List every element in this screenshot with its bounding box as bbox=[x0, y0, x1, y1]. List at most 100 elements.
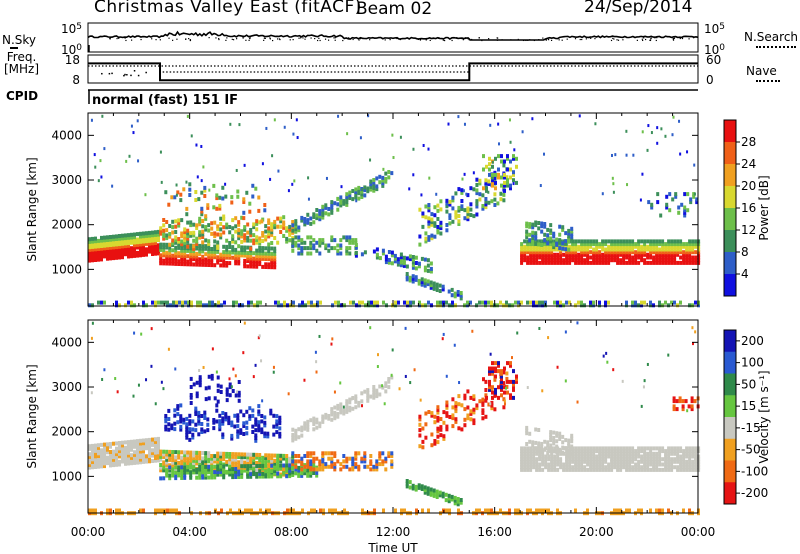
power-cell bbox=[402, 263, 406, 268]
velocity-cell bbox=[673, 449, 677, 454]
velocity-cell bbox=[234, 469, 238, 474]
power-cell bbox=[294, 229, 298, 234]
velocity-cell bbox=[491, 385, 494, 390]
power-cell bbox=[664, 300, 667, 305]
power-colorbar-swatch bbox=[724, 120, 736, 143]
velocity-cell bbox=[360, 391, 364, 396]
velocity-cell bbox=[538, 462, 542, 467]
velocity-cell bbox=[667, 508, 670, 513]
velocity-cell bbox=[176, 412, 180, 417]
velocity-cell bbox=[436, 415, 440, 420]
velocity-cell bbox=[207, 464, 211, 469]
power-cell bbox=[210, 252, 214, 257]
power-cell bbox=[100, 249, 103, 254]
velocity-cell bbox=[94, 451, 97, 456]
power-cell bbox=[145, 247, 148, 252]
power-cell bbox=[619, 239, 623, 244]
power-cell bbox=[664, 255, 668, 260]
velocity-cell bbox=[552, 449, 556, 454]
power-cell bbox=[393, 256, 397, 261]
noise-search-dot bbox=[168, 37, 170, 39]
power-cell bbox=[283, 303, 286, 308]
ytick-label: 4000 bbox=[51, 335, 82, 349]
power-cell bbox=[142, 303, 145, 308]
velocity-cell bbox=[694, 457, 698, 462]
power-cell bbox=[188, 182, 192, 187]
velocity-cell bbox=[261, 461, 265, 466]
power-cell bbox=[300, 215, 304, 220]
velocity-cell bbox=[463, 393, 467, 398]
velocity-cell bbox=[300, 459, 304, 464]
noise-search-dot bbox=[348, 38, 351, 40]
power-cell bbox=[333, 246, 337, 251]
velocity-cell bbox=[221, 416, 225, 421]
velocity-cell bbox=[604, 451, 608, 456]
power-cell bbox=[198, 246, 202, 251]
power-cell bbox=[144, 193, 147, 197]
power-cell bbox=[238, 123, 241, 127]
power-cell bbox=[436, 208, 440, 213]
power-cell bbox=[159, 150, 162, 154]
power-cell bbox=[390, 171, 394, 176]
power-cell bbox=[607, 260, 611, 265]
power-cell bbox=[237, 244, 241, 249]
velocity-cell bbox=[250, 508, 253, 513]
power-cell bbox=[139, 242, 142, 247]
power-cell bbox=[399, 260, 403, 265]
velocity-cell bbox=[321, 464, 325, 469]
velocity-cell bbox=[165, 455, 169, 460]
velocity-cell bbox=[366, 390, 370, 395]
power-cell bbox=[106, 248, 109, 253]
velocity-cell bbox=[339, 462, 343, 467]
velocity-cell bbox=[540, 444, 544, 449]
power-cell bbox=[159, 261, 163, 266]
velocity-cell bbox=[375, 391, 379, 396]
power-cell bbox=[100, 254, 103, 259]
power-cell bbox=[189, 254, 193, 259]
velocity-cell bbox=[188, 419, 192, 424]
power-cell bbox=[174, 261, 178, 266]
velocity-cell bbox=[121, 456, 124, 461]
power-cell bbox=[682, 258, 686, 263]
power-cell bbox=[665, 205, 669, 210]
velocity-cell bbox=[186, 450, 190, 455]
power-cell bbox=[303, 219, 307, 224]
power-cell bbox=[243, 238, 247, 243]
power-cell bbox=[685, 242, 689, 247]
power-cell bbox=[342, 199, 346, 204]
velocity-cell bbox=[258, 458, 262, 463]
velocity-cell bbox=[672, 404, 676, 409]
velocity-cell bbox=[505, 371, 509, 376]
velocity-cell bbox=[453, 495, 457, 500]
power-cell bbox=[432, 284, 436, 289]
velocity-cell bbox=[637, 451, 641, 456]
velocity-cell bbox=[185, 422, 189, 427]
velocity-cell bbox=[442, 332, 445, 336]
noise-search-dot bbox=[411, 37, 413, 39]
power-cell bbox=[330, 238, 334, 243]
velocity-cell bbox=[249, 460, 253, 465]
velocity-cell bbox=[429, 492, 433, 497]
velocity-cell bbox=[189, 458, 193, 463]
noise-search-dot bbox=[159, 39, 161, 41]
power-cell bbox=[451, 206, 455, 211]
velocity-cell bbox=[312, 459, 316, 464]
velocity-cell bbox=[458, 381, 461, 385]
power-cell bbox=[333, 201, 337, 206]
power-cell bbox=[535, 260, 539, 265]
power-cell bbox=[243, 233, 247, 238]
power-cell bbox=[390, 250, 394, 255]
velocity-cell bbox=[679, 462, 683, 467]
power-cell bbox=[171, 256, 175, 261]
velocity-cell bbox=[330, 407, 334, 412]
power-cell bbox=[112, 234, 115, 239]
power-cell bbox=[565, 300, 568, 305]
velocity-cell bbox=[165, 470, 169, 475]
noise-search-dot bbox=[462, 39, 465, 41]
power-cell bbox=[231, 245, 235, 250]
velocity-cell bbox=[568, 465, 572, 470]
velocity-cell bbox=[258, 466, 262, 471]
velocity-cell bbox=[525, 428, 529, 433]
